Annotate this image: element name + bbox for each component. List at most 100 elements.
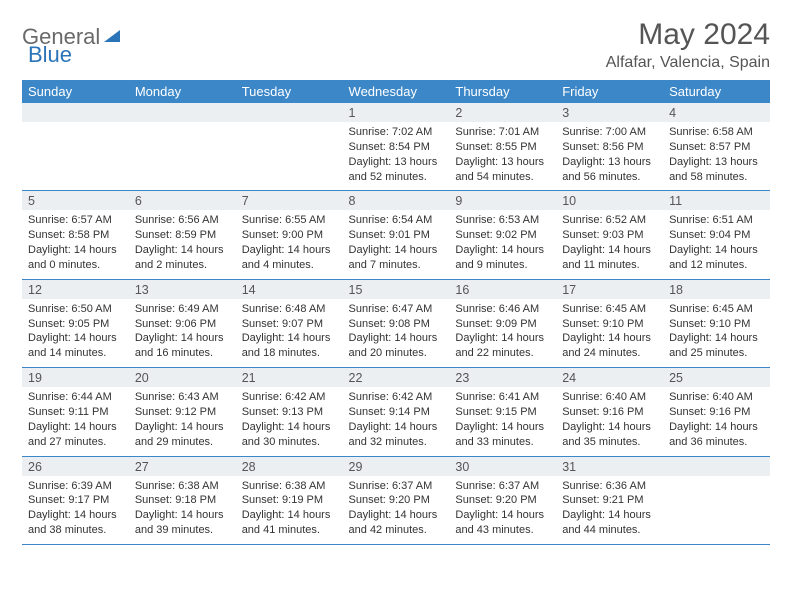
day-info-cell: Sunrise: 6:40 AMSunset: 9:16 PMDaylight:…: [556, 387, 663, 456]
daylight-line: Daylight: 14 hours and 12 minutes.: [669, 243, 764, 273]
sunrise-line: Sunrise: 6:52 AM: [562, 213, 657, 228]
sunset-line: Sunset: 8:54 PM: [349, 140, 444, 155]
daylight-line: Daylight: 14 hours and 35 minutes.: [562, 420, 657, 450]
day-number-cell: 20: [129, 368, 236, 388]
page-subtitle: Alfafar, Valencia, Spain: [606, 54, 770, 72]
daylight-line: Daylight: 14 hours and 7 minutes.: [349, 243, 444, 273]
day-number-cell: 4: [663, 103, 770, 122]
sunrise-line: Sunrise: 6:37 AM: [455, 479, 550, 494]
sunrise-line: Sunrise: 6:42 AM: [242, 390, 337, 405]
daylight-line: Daylight: 14 hours and 44 minutes.: [562, 508, 657, 538]
daylight-line: Daylight: 14 hours and 25 minutes.: [669, 331, 764, 361]
sunrise-line: Sunrise: 6:38 AM: [242, 479, 337, 494]
sunset-line: Sunset: 9:01 PM: [349, 228, 444, 243]
daylight-line: Daylight: 14 hours and 4 minutes.: [242, 243, 337, 273]
day-number-cell: [663, 456, 770, 476]
sunrise-line: Sunrise: 6:57 AM: [28, 213, 123, 228]
daynum-row: 19202122232425: [22, 368, 770, 388]
day-info-cell: Sunrise: 6:43 AMSunset: 9:12 PMDaylight:…: [129, 387, 236, 456]
day-number-cell: 31: [556, 456, 663, 476]
info-row: Sunrise: 7:02 AMSunset: 8:54 PMDaylight:…: [22, 122, 770, 191]
day-number-cell: 27: [129, 456, 236, 476]
sunset-line: Sunset: 9:12 PM: [135, 405, 230, 420]
info-row: Sunrise: 6:39 AMSunset: 9:17 PMDaylight:…: [22, 476, 770, 545]
daylight-line: Daylight: 14 hours and 16 minutes.: [135, 331, 230, 361]
day-number-cell: 18: [663, 279, 770, 299]
day-number-cell: 16: [449, 279, 556, 299]
day-number-cell: 23: [449, 368, 556, 388]
sunset-line: Sunset: 9:18 PM: [135, 493, 230, 508]
day-number-cell: 9: [449, 191, 556, 211]
day-number-cell: 14: [236, 279, 343, 299]
calendar-header-row: Sunday Monday Tuesday Wednesday Thursday…: [22, 80, 770, 103]
day-info-cell: Sunrise: 6:56 AMSunset: 8:59 PMDaylight:…: [129, 210, 236, 279]
day-number-cell: 26: [22, 456, 129, 476]
day-info-cell: Sunrise: 6:42 AMSunset: 9:14 PMDaylight:…: [343, 387, 450, 456]
sunrise-line: Sunrise: 6:40 AM: [669, 390, 764, 405]
sunset-line: Sunset: 9:16 PM: [669, 405, 764, 420]
page-title: May 2024: [606, 18, 770, 52]
daylight-line: Daylight: 14 hours and 20 minutes.: [349, 331, 444, 361]
day-info-cell: Sunrise: 6:55 AMSunset: 9:00 PMDaylight:…: [236, 210, 343, 279]
sunset-line: Sunset: 8:55 PM: [455, 140, 550, 155]
sunset-line: Sunset: 9:13 PM: [242, 405, 337, 420]
day-number-cell: 19: [22, 368, 129, 388]
day-info-cell: [129, 122, 236, 191]
calendar-table: Sunday Monday Tuesday Wednesday Thursday…: [22, 80, 770, 545]
sunrise-line: Sunrise: 6:44 AM: [28, 390, 123, 405]
col-tuesday: Tuesday: [236, 80, 343, 103]
day-info-cell: Sunrise: 6:45 AMSunset: 9:10 PMDaylight:…: [556, 299, 663, 368]
day-info-cell: [663, 476, 770, 545]
sunrise-line: Sunrise: 6:36 AM: [562, 479, 657, 494]
sunset-line: Sunset: 9:07 PM: [242, 317, 337, 332]
daylight-line: Daylight: 14 hours and 18 minutes.: [242, 331, 337, 361]
sunset-line: Sunset: 9:08 PM: [349, 317, 444, 332]
daylight-line: Daylight: 14 hours and 2 minutes.: [135, 243, 230, 273]
sunrise-line: Sunrise: 6:39 AM: [28, 479, 123, 494]
day-number-cell: 11: [663, 191, 770, 211]
day-number-cell: 2: [449, 103, 556, 122]
daylight-line: Daylight: 14 hours and 0 minutes.: [28, 243, 123, 273]
day-number-cell: 10: [556, 191, 663, 211]
day-number-cell: 28: [236, 456, 343, 476]
sunrise-line: Sunrise: 6:42 AM: [349, 390, 444, 405]
day-info-cell: [22, 122, 129, 191]
sunset-line: Sunset: 9:21 PM: [562, 493, 657, 508]
day-number-cell: 29: [343, 456, 450, 476]
sunrise-line: Sunrise: 6:56 AM: [135, 213, 230, 228]
sunrise-line: Sunrise: 6:55 AM: [242, 213, 337, 228]
sunset-line: Sunset: 9:14 PM: [349, 405, 444, 420]
daylight-line: Daylight: 14 hours and 43 minutes.: [455, 508, 550, 538]
daylight-line: Daylight: 14 hours and 30 minutes.: [242, 420, 337, 450]
sunset-line: Sunset: 8:59 PM: [135, 228, 230, 243]
sunrise-line: Sunrise: 6:46 AM: [455, 302, 550, 317]
day-number-cell: 21: [236, 368, 343, 388]
day-info-cell: Sunrise: 6:45 AMSunset: 9:10 PMDaylight:…: [663, 299, 770, 368]
sunset-line: Sunset: 9:11 PM: [28, 405, 123, 420]
col-wednesday: Wednesday: [343, 80, 450, 103]
daylight-line: Daylight: 14 hours and 14 minutes.: [28, 331, 123, 361]
info-row: Sunrise: 6:57 AMSunset: 8:58 PMDaylight:…: [22, 210, 770, 279]
day-info-cell: Sunrise: 6:58 AMSunset: 8:57 PMDaylight:…: [663, 122, 770, 191]
sunrise-line: Sunrise: 6:45 AM: [669, 302, 764, 317]
day-number-cell: 3: [556, 103, 663, 122]
daylight-line: Daylight: 13 hours and 56 minutes.: [562, 155, 657, 185]
daylight-line: Daylight: 14 hours and 38 minutes.: [28, 508, 123, 538]
daylight-line: Daylight: 14 hours and 36 minutes.: [669, 420, 764, 450]
title-block: May 2024 Alfafar, Valencia, Spain: [606, 18, 770, 72]
daynum-row: 567891011: [22, 191, 770, 211]
daylight-line: Daylight: 14 hours and 41 minutes.: [242, 508, 337, 538]
day-info-cell: Sunrise: 6:38 AMSunset: 9:18 PMDaylight:…: [129, 476, 236, 545]
daylight-line: Daylight: 14 hours and 27 minutes.: [28, 420, 123, 450]
sunrise-line: Sunrise: 6:54 AM: [349, 213, 444, 228]
day-number-cell: 13: [129, 279, 236, 299]
sunrise-line: Sunrise: 6:58 AM: [669, 125, 764, 140]
logo-icon: [104, 24, 124, 50]
daylight-line: Daylight: 14 hours and 32 minutes.: [349, 420, 444, 450]
day-info-cell: Sunrise: 6:53 AMSunset: 9:02 PMDaylight:…: [449, 210, 556, 279]
day-info-cell: Sunrise: 6:41 AMSunset: 9:15 PMDaylight:…: [449, 387, 556, 456]
day-info-cell: Sunrise: 6:46 AMSunset: 9:09 PMDaylight:…: [449, 299, 556, 368]
day-info-cell: Sunrise: 7:00 AMSunset: 8:56 PMDaylight:…: [556, 122, 663, 191]
logo-text-blue: Blue: [28, 42, 72, 68]
sunrise-line: Sunrise: 6:53 AM: [455, 213, 550, 228]
